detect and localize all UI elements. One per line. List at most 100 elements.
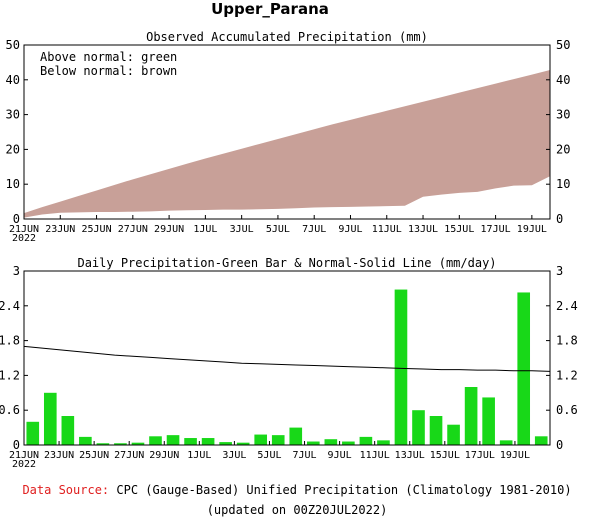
y-tick-label-right-1: 0.6 [556,403,578,417]
daily-bar [359,436,373,445]
accumulated-plot-frame [23,44,551,220]
x-tick-label-1: 23JUN [45,224,75,235]
x-tick-label-2: 25JUN [79,450,109,461]
daily-plot-frame [23,270,551,446]
daily-year-label: 2022 [12,459,36,470]
x-tick-label-4: 29JUN [154,224,184,235]
daily-bar [464,387,478,445]
daily-bars-layer [26,289,548,445]
daily-bar [306,441,320,445]
data-source-line: Data Source: CPC (Gauge-Based) Unified P… [0,483,594,497]
daily-bar [499,440,513,445]
normal-line-layer [23,345,551,372]
daily-bar [166,435,180,445]
daily-bar [131,442,145,445]
y-tick-label-right-4: 2.4 [556,299,578,313]
y-tick-label-right-2: 20 [556,142,570,156]
legend-above-normal: Above normal: green [40,50,177,64]
x-tick-label-13: 17JUL [465,450,495,461]
daily-bar [377,440,390,445]
x-tick-label-3: 27JUN [114,450,144,461]
y-tick-label-right-1: 10 [556,177,570,191]
normal-line [23,345,551,372]
x-tick-label-6: 3JUL [230,224,254,235]
y-tick-label-left-2: 1.2 [0,368,20,382]
x-tick-label-4: 29JUN [149,450,179,461]
x-tick-label-10: 11JUL [360,450,390,461]
daily-bar [114,443,127,445]
page-title: Upper_Parana [211,0,329,18]
y-tick-label-left-2: 20 [6,142,20,156]
y-tick-label-left-3: 1.8 [0,334,20,348]
legend-below-normal: Below normal: brown [40,64,177,78]
daily-chart: Daily Precipitation-Green Bar & Normal-S… [0,256,578,470]
daily-bar [184,438,197,445]
daily-bar [149,436,162,445]
daily-bar [517,292,531,445]
below-normal-area [24,70,550,218]
daily-bar [534,436,548,445]
daily-bar [61,416,75,445]
daily-bar [43,392,57,445]
x-tick-label-11: 13JUL [408,224,438,235]
x-tick-label-11: 13JUL [395,450,425,461]
daily-bar [201,438,215,445]
daily-y-axis: 0 0 0.6 0.6 1.2 1.2 1.8 1.8 2.4 2.4 3 3 [0,264,578,452]
accumulated-area-layer [24,70,550,218]
x-tick-label-8: 7JUL [292,450,316,461]
x-tick-label-7: 5JUL [266,224,290,235]
y-tick-label-left-0: 0 [13,212,20,226]
x-tick-label-9: 9JUL [338,224,362,235]
y-tick-label-left-4: 40 [6,73,20,87]
data-source-text: CPC (Gauge-Based) Unified Precipitation … [116,483,572,497]
x-tick-label-14: 19JUL [517,224,547,235]
daily-bar [254,434,268,445]
daily-bar [412,410,425,445]
data-source-label: Data Source: [22,483,110,497]
daily-bar [324,439,338,445]
x-tick-label-0: 21JUN [9,224,39,235]
y-tick-label-right-2: 1.2 [556,368,578,382]
x-tick-label-5: 1JUL [187,450,211,461]
y-tick-label-left-5: 3 [13,264,20,278]
accumulated-chart: Observed Accumulated Precipitation (mm) … [6,30,571,244]
y-tick-label-left-4: 2.4 [0,299,20,313]
x-tick-label-10: 11JUL [372,224,402,235]
daily-bar [289,427,303,445]
y-tick-label-right-3: 1.8 [556,334,578,348]
x-tick-label-0: 21JUN [9,450,39,461]
accumulated-year-label: 2022 [12,233,36,244]
daily-bar [219,442,232,445]
y-tick-label-left-1: 10 [6,177,20,191]
x-tick-label-5: 1JUL [193,224,217,235]
accumulated-y-axis: 0 0 10 10 20 20 30 30 40 40 50 50 [6,38,571,226]
y-tick-label-right-4: 40 [556,73,570,87]
y-tick-label-right-0: 0 [556,438,563,452]
x-tick-label-13: 17JUL [481,224,511,235]
daily-x-axis: 21JUN 23JUN 25JUN 27JUN 29JUN 1JUL 3JUL 5JUL 7JU… [9,441,530,461]
accumulated-chart-title: Observed Accumulated Precipitation (mm) [146,30,428,44]
daily-bar [271,435,285,445]
y-tick-label-left-1: 0.6 [0,403,20,417]
y-tick-label-right-5: 50 [556,38,570,52]
x-tick-label-3: 27JUN [118,224,148,235]
updated-line: (updated on 00Z20JUL2022) [206,503,388,517]
y-tick-label-right-3: 30 [556,108,570,122]
x-tick-label-8: 7JUL [302,224,326,235]
y-tick-label-left-5: 50 [6,38,20,52]
daily-bar [394,289,408,445]
daily-bar [26,421,40,445]
x-tick-label-7: 5JUL [257,450,281,461]
daily-bar [342,441,355,445]
daily-chart-title: Daily Precipitation-Green Bar & Normal-S… [77,256,496,270]
y-tick-label-left-0: 0 [13,438,20,452]
x-tick-label-6: 3JUL [222,450,246,461]
x-tick-label-9: 9JUL [328,450,352,461]
y-tick-label-right-0: 0 [556,212,563,226]
x-tick-label-1: 23JUN [44,450,74,461]
daily-bar [96,443,110,445]
daily-bar [429,416,443,445]
daily-bar [482,397,495,445]
daily-bar [447,424,460,445]
